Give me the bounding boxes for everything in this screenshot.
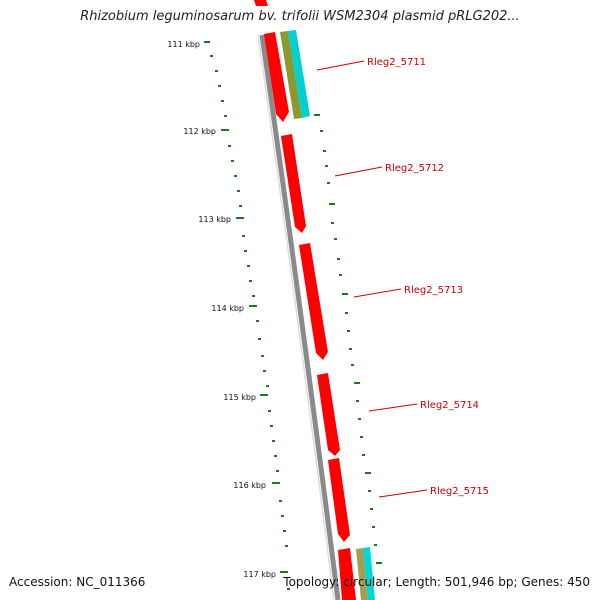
gene-label-5713[interactable]: Rleg2_5713 (353, 285, 463, 298)
tick-label: 117 kbp (243, 570, 276, 579)
gene-bottom-red (338, 548, 356, 600)
tick-label: 111 kbp (167, 40, 200, 49)
backbone-inner (257, 34, 335, 600)
tick-113: 113 kbp (198, 215, 244, 224)
tick-114: 114 kbp (211, 304, 257, 313)
gene-label-5715[interactable]: Rleg2_5715 (378, 486, 489, 498)
gene-label-5712[interactable]: Rleg2_5712 (334, 163, 444, 177)
gc-dots-right (314, 114, 382, 564)
tick-label: 113 kbp (198, 215, 231, 224)
tick-115: 115 kbp (223, 393, 268, 402)
gc-dots-left (210, 55, 290, 590)
tick-label: 114 kbp (211, 304, 244, 313)
tick-112: 112 kbp (183, 127, 229, 136)
map-title: Rhizobium leguminosarum bv. trifolii WSM… (80, 9, 520, 24)
gene-arrow-5713 (299, 243, 328, 360)
gene-arrow-5714 (317, 373, 340, 456)
gene-bottom-teal (363, 547, 375, 600)
gene-arrow-5711 (264, 32, 289, 122)
gene-5711-teal-strip (288, 30, 310, 118)
tick-111: 111 kbp (167, 40, 210, 49)
accession-text: Accession: NC_011366 (9, 575, 146, 589)
tick-116: 116 kbp (233, 481, 280, 490)
gene-label-text[interactable]: Rleg2_5715 (430, 486, 489, 497)
tick-label: 112 kbp (183, 127, 216, 136)
tick-label: 115 kbp (223, 393, 256, 402)
tick-label: 116 kbp (233, 481, 266, 490)
gene-label-text[interactable]: Rleg2_5713 (404, 285, 463, 296)
gene-label-text[interactable]: Rleg2_5711 (367, 57, 426, 68)
gene-arrow-5712 (281, 134, 306, 233)
gene-partial-top (254, 0, 268, 6)
gene-5711-olive-strip (280, 31, 302, 119)
gene-bottom-olive (356, 548, 368, 600)
summary-text: Topology: circular; Length: 501,946 bp; … (283, 575, 590, 589)
gene-arrow-5715 (328, 458, 350, 542)
gene-label-5714[interactable]: Rleg2_5714 (368, 400, 479, 412)
gene-label-5711[interactable]: Rleg2_5711 (316, 57, 426, 71)
backbone-outer (259, 34, 341, 600)
gene-label-text[interactable]: Rleg2_5714 (420, 400, 479, 411)
tick-117: 117 kbp (243, 570, 288, 579)
gene-label-text[interactable]: Rleg2_5712 (385, 163, 444, 174)
